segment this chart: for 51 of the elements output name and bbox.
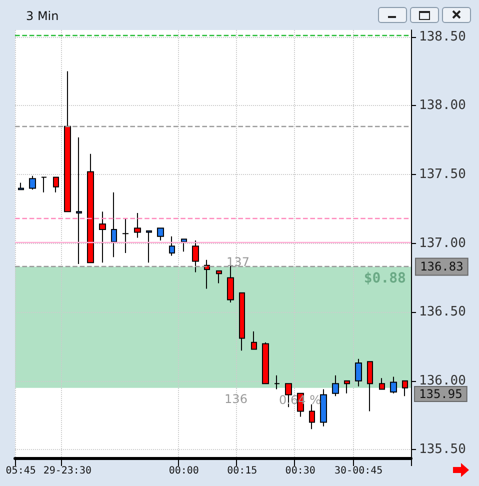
candlestick (344, 380, 350, 394)
y-tick-label: 136.50 (419, 304, 466, 320)
band-label: $0.88 (364, 270, 406, 287)
candlestick (157, 228, 164, 242)
candlestick (320, 388, 327, 427)
x-tick-label: 00:15 (227, 466, 258, 476)
candlestick (181, 238, 187, 252)
candlestick (309, 404, 315, 430)
x-tick-label: 30-00:45 (334, 466, 383, 476)
candlestick (355, 358, 362, 387)
y-tick-label: 137.50 (419, 167, 466, 182)
candlestick (146, 230, 152, 264)
y-tick-label: 137.00 (419, 236, 466, 251)
candlestick (169, 236, 175, 256)
candlestick (274, 374, 280, 390)
candlestick (64, 70, 71, 212)
candlestick (251, 330, 257, 350)
candlestick (379, 378, 385, 390)
candlestick (29, 175, 36, 190)
candlestick (390, 376, 397, 394)
chart-title: 3 Min (26, 9, 59, 23)
candlestick (239, 292, 245, 352)
annotation: 136 (224, 392, 248, 406)
x-tick-label: 00:00 (168, 466, 199, 476)
x-tick-label: 29-23:30 (43, 466, 92, 476)
y-tick-label: 138.00 (419, 98, 466, 114)
candlestick (227, 264, 234, 303)
candlestick (134, 212, 141, 238)
candlestick (111, 192, 117, 258)
ref-line-label: 136.83 (420, 260, 464, 274)
text: 135.95 (419, 387, 462, 401)
candlestick (367, 361, 373, 412)
y-tick-label: 135.50 (419, 442, 466, 458)
candlestick (402, 380, 408, 397)
candlestick (216, 270, 222, 284)
candlestick (41, 176, 47, 193)
candlestick (18, 182, 24, 190)
candlestick (192, 240, 199, 273)
y-tick-label: 138.50 (419, 29, 466, 44)
candlestick (99, 211, 106, 264)
candlestick (262, 342, 269, 384)
candlestick (76, 136, 82, 264)
candlestick (53, 176, 59, 193)
y-tick-label: 136.00 (419, 373, 466, 388)
candlestick (332, 374, 339, 397)
candlestick (87, 153, 94, 264)
x-tick-label: 05:45 (6, 466, 36, 476)
candlestick (204, 259, 210, 290)
annotation: 137 (226, 255, 250, 269)
candlestick (122, 218, 129, 254)
x-tick-label: 00:30 (285, 466, 316, 476)
